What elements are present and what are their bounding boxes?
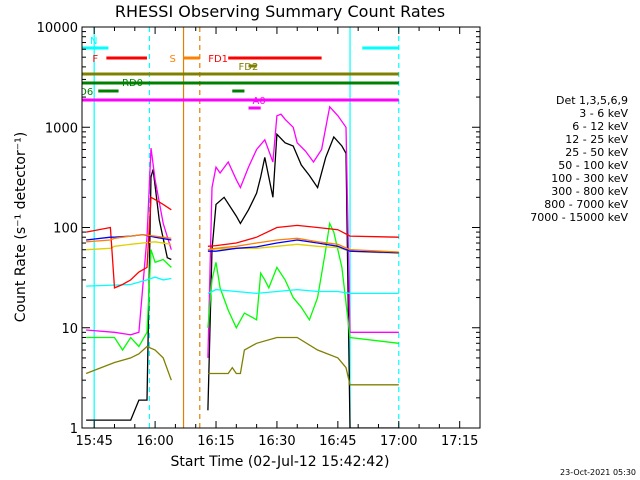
series-line-800-7000-kev-0 [86,233,172,243]
legend-item-3-6-kev: 3 - 6 keV [579,107,628,120]
series-line-3-6-kev-1 [207,132,399,428]
y-tick-label-3: 1000 [45,121,78,136]
legend-item-25-50-kev: 25 - 50 keV [565,146,628,159]
x-tick-label-5: 17:00 [380,434,417,449]
y-tick-label-2: 100 [53,222,78,237]
state-label-n: N [90,36,97,47]
series-line-100-300-kev-1 [207,224,399,247]
series-line-300-800-kev-0 [86,233,172,241]
axes: 15:45 16:00 16:15 16:30 16:45 17:00 17:15 1 10 10… [37,21,481,449]
series-group [85,105,399,428]
state-label-fd1: FD1 [208,54,228,65]
series-line-300-800-kev-1 [207,239,399,254]
series-line-50-100-kev-0 [86,241,172,251]
y-tick-label-4: 10000 [37,21,78,36]
series-line-6-12-kev-0 [86,148,172,336]
series-line-100-300-kev-0 [85,196,172,289]
legend-item-12-25-kev: 12 - 25 keV [565,133,628,146]
legend-item-100-300-kev: 100 - 300 keV [551,172,628,185]
series-line-800-7000-kev-1 [207,237,399,253]
state-label-a1: A1 [66,102,79,113]
legend-item-800-7000-kev: 800 - 7000 keV [544,198,628,211]
series-line-12-25-kev-0 [86,249,172,352]
state-label-rd6: RD6 [72,87,93,98]
x-tick-label-6: 17:15 [441,434,478,449]
state-label-s: S [170,54,176,65]
legend-item-50-100-kev: 50 - 100 keV [558,159,628,172]
legend-title: Det 1,3,5,6,9 [556,94,628,107]
state-label-fd2: FD2 [239,62,259,73]
chart-title: RHESSI Observing Summary Count Rates [115,2,445,21]
x-tick-label-3: 16:30 [258,434,295,449]
legend-item-6-12-kev: 6 - 12 keV [572,120,628,133]
x-tick-label-1: 16:00 [136,434,173,449]
state-label-f: F [92,54,98,65]
y-tick-label-0: 1 [70,422,78,437]
series-line-25-50-kev-1 [207,288,399,295]
x-axis-label: Start Time (02-Jul-12 15:42:42) [170,454,389,470]
series-line-7000-15000-kev-1 [207,336,399,386]
series-line-7000-15000-kev-0 [85,345,172,381]
x-tick-label-2: 16:15 [197,434,234,449]
series-line-6-12-kev-1 [207,105,399,358]
state-bars: N S F FD1 FD2 RD0 RD6 A1 A0 [66,36,399,113]
vertical-lines [93,27,400,428]
series-line-12-25-kev-1 [207,221,399,344]
generation-timestamp: 23-Oct-2021 05:30 [560,468,636,477]
state-label-a0: A0 [253,96,266,107]
legend-item-7000-15000-kev: 7000 - 15000 keV [530,211,628,224]
series-line-3-6-kev-0 [86,169,172,421]
state-label-rd0: RD0 [122,78,143,89]
y-tick-label-1: 10 [61,322,78,337]
x-tick-label-4: 16:45 [319,434,356,449]
legend-item-300-800-kev: 300 - 800 keV [551,185,628,198]
y-axis-label: Count Rate (s⁻¹ detector⁻¹) [13,132,29,322]
x-tick-label-0: 15:45 [75,434,112,449]
